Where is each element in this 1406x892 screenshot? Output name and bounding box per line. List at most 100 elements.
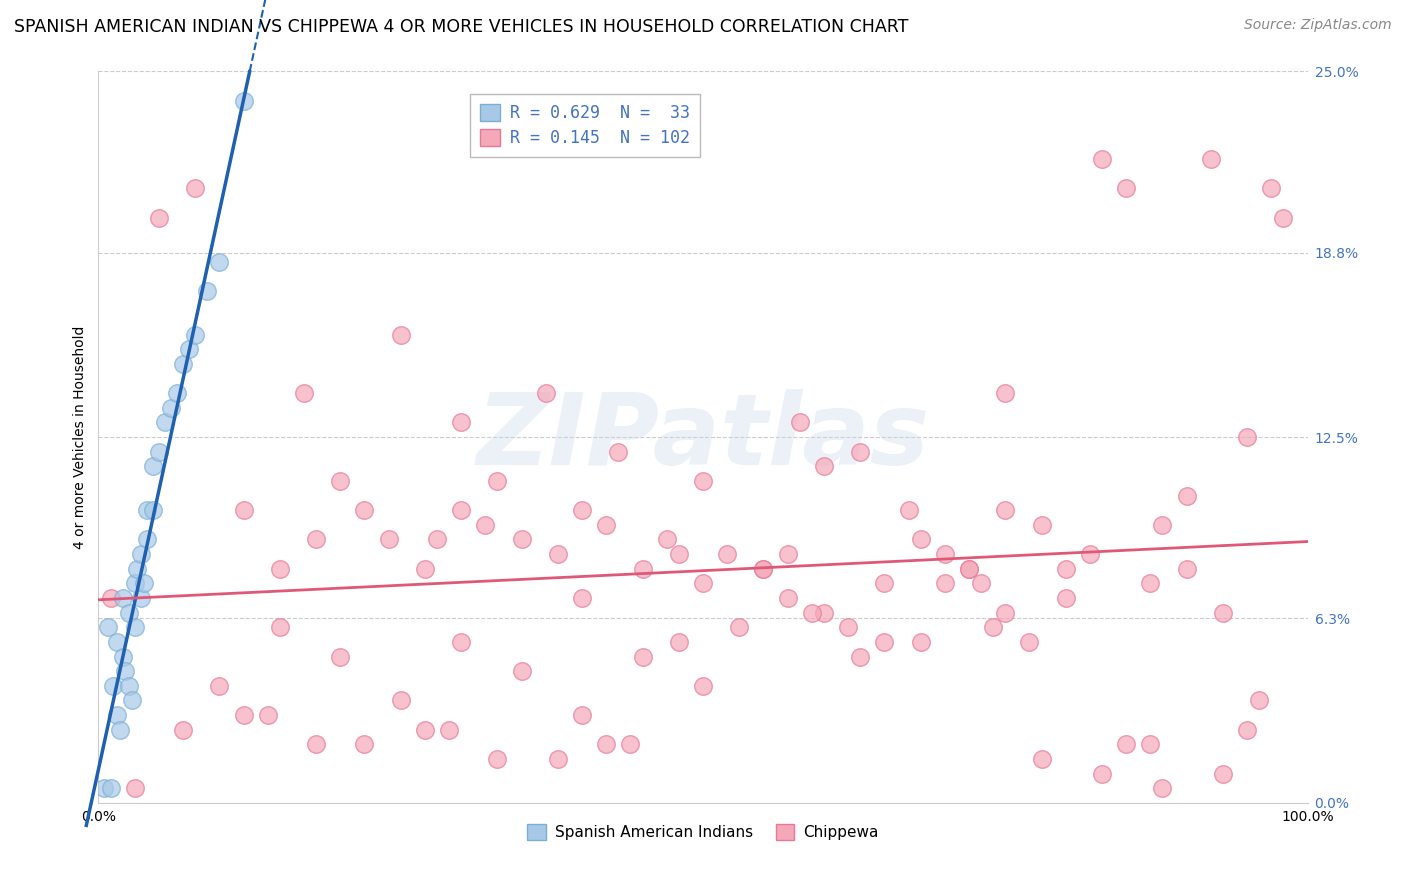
Point: [1115, 181, 1137, 195]
Point: [789, 416, 811, 430]
Point: [124, 620, 146, 634]
Point: [1175, 489, 1198, 503]
Point: [1054, 591, 1077, 605]
Point: [1139, 576, 1161, 591]
Point: [752, 562, 775, 576]
Text: Source: ZipAtlas.com: Source: ZipAtlas.com: [1244, 18, 1392, 32]
Point: [93, 781, 115, 796]
Point: [631, 562, 654, 576]
Point: [1139, 737, 1161, 751]
Point: [1078, 547, 1101, 561]
Point: [692, 576, 714, 591]
Legend: Spanish American Indians, Chippewa: Spanish American Indians, Chippewa: [522, 818, 884, 847]
Point: [837, 620, 859, 634]
Point: [1152, 781, 1174, 796]
Point: [800, 606, 823, 620]
Point: [172, 357, 194, 371]
Point: [292, 386, 315, 401]
Point: [571, 591, 593, 605]
Point: [1152, 517, 1174, 532]
Point: [994, 503, 1017, 517]
Point: [305, 533, 328, 547]
Point: [450, 635, 472, 649]
Point: [1031, 517, 1053, 532]
Point: [389, 327, 412, 342]
Point: [208, 679, 231, 693]
Point: [166, 386, 188, 401]
Point: [256, 708, 278, 723]
Point: [1260, 181, 1282, 195]
Point: [571, 708, 593, 723]
Point: [413, 723, 436, 737]
Point: [668, 635, 690, 649]
Point: [100, 591, 122, 605]
Point: [1236, 723, 1258, 737]
Point: [897, 503, 920, 517]
Point: [135, 533, 157, 547]
Point: [413, 562, 436, 576]
Point: [426, 533, 449, 547]
Point: [269, 620, 291, 634]
Point: [873, 635, 896, 649]
Point: [129, 547, 152, 561]
Point: [607, 444, 630, 458]
Point: [849, 444, 872, 458]
Point: [1212, 766, 1234, 780]
Point: [957, 562, 980, 576]
Point: [1031, 752, 1053, 766]
Point: [1272, 211, 1295, 225]
Point: [1054, 562, 1077, 576]
Point: [934, 547, 956, 561]
Point: [269, 562, 291, 576]
Point: [547, 547, 569, 561]
Point: [232, 708, 254, 723]
Point: [668, 547, 690, 561]
Point: [571, 503, 593, 517]
Point: [692, 474, 714, 488]
Point: [108, 723, 131, 737]
Point: [105, 635, 128, 649]
Point: [631, 649, 654, 664]
Point: [118, 679, 141, 693]
Point: [124, 576, 146, 591]
Point: [595, 737, 617, 751]
Point: [208, 254, 231, 268]
Point: [377, 533, 399, 547]
Point: [329, 474, 352, 488]
Point: [1018, 635, 1040, 649]
Point: [111, 649, 134, 664]
Point: [148, 444, 170, 458]
Text: SPANISH AMERICAN INDIAN VS CHIPPEWA 4 OR MORE VEHICLES IN HOUSEHOLD CORRELATION : SPANISH AMERICAN INDIAN VS CHIPPEWA 4 OR…: [14, 18, 908, 36]
Point: [135, 503, 157, 517]
Point: [450, 416, 472, 430]
Point: [305, 737, 328, 751]
Point: [437, 723, 460, 737]
Point: [100, 781, 122, 796]
Point: [910, 533, 932, 547]
Point: [510, 533, 533, 547]
Point: [957, 562, 980, 576]
Point: [994, 386, 1017, 401]
Point: [486, 474, 509, 488]
Y-axis label: 4 or more Vehicles in Household: 4 or more Vehicles in Household: [73, 326, 87, 549]
Point: [510, 664, 533, 678]
Point: [142, 459, 165, 474]
Point: [1091, 152, 1114, 166]
Point: [232, 94, 254, 108]
Point: [127, 562, 149, 576]
Point: [1175, 562, 1198, 576]
Point: [353, 737, 375, 751]
Point: [148, 211, 170, 225]
Point: [389, 693, 412, 707]
Point: [184, 181, 207, 195]
Point: [353, 503, 375, 517]
Point: [1091, 766, 1114, 780]
Point: [114, 664, 136, 678]
Point: [97, 620, 120, 634]
Point: [129, 591, 152, 605]
Point: [118, 606, 141, 620]
Point: [547, 752, 569, 766]
Point: [655, 533, 678, 547]
Point: [752, 562, 775, 576]
Point: [111, 591, 134, 605]
